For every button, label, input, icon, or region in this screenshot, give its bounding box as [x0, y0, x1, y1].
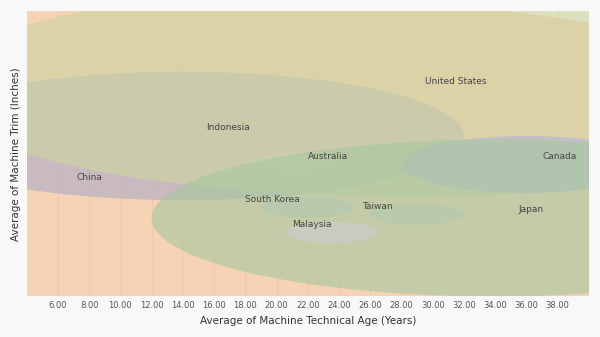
Text: South Korea: South Korea	[245, 195, 300, 204]
Text: Taiwan: Taiwan	[362, 202, 393, 211]
Circle shape	[0, 0, 600, 196]
Circle shape	[245, 154, 339, 175]
Circle shape	[261, 196, 355, 218]
Text: China: China	[76, 173, 102, 182]
X-axis label: Average of Machine Technical Age (Years): Average of Machine Technical Age (Years)	[200, 316, 416, 326]
Circle shape	[0, 72, 464, 200]
Circle shape	[401, 136, 600, 193]
Text: United States: United States	[425, 77, 487, 86]
Circle shape	[152, 140, 600, 297]
Circle shape	[284, 221, 378, 243]
Text: Canada: Canada	[542, 152, 576, 161]
Y-axis label: Average of Machine Trim (Inches): Average of Machine Trim (Inches)	[11, 67, 21, 241]
Text: Australia: Australia	[308, 152, 348, 161]
Text: Indonesia: Indonesia	[206, 123, 250, 132]
Text: Malaysia: Malaysia	[292, 220, 332, 229]
Text: Japan: Japan	[518, 206, 544, 214]
Circle shape	[370, 204, 464, 225]
